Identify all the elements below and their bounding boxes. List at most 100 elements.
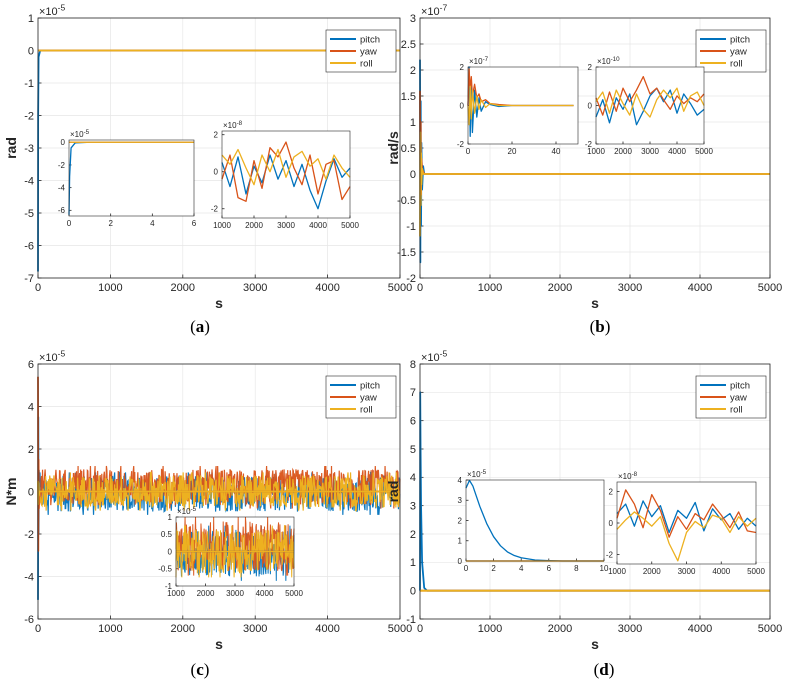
panel-b-ylabel: rad/s	[385, 131, 401, 165]
panel-a-ytick-label-2: -5	[24, 208, 34, 220]
inset-b2-xtick-label-3: 4000	[668, 147, 686, 156]
caption-close: )	[609, 660, 615, 679]
inset-b2-ytick-label-1: 0	[588, 101, 593, 110]
panel-b-legend-label-roll: roll	[730, 59, 743, 70]
inset-d2-ytick-label-0: -2	[606, 550, 614, 559]
inset-a1-ytick-label-1: -4	[58, 183, 66, 192]
inset-a2: 1000 2000 3000 4000 5000 -2 0 2 ×10-8	[211, 120, 360, 230]
inset-a2-xtick-label-0: 1000	[213, 221, 231, 230]
inset-c1-xtick-label-3: 4000	[256, 589, 274, 598]
panel-a-axes-frame	[37, 17, 401, 279]
panel-b-ytick-label-7: 1.5	[401, 91, 416, 103]
panel-a-legend-label-roll: roll	[360, 59, 373, 70]
panel-b-ytick-label-5: 0.5	[401, 143, 416, 155]
panel-d-xtick-label-0: 0	[417, 623, 423, 635]
panel-a-ytick-label-1: -6	[24, 240, 34, 252]
panel-c-axes-frame	[37, 363, 401, 620]
inset-a1: 0 2 4 6 -6 -4 -2 0 ×10-5	[58, 129, 197, 228]
panel-c: 0 1000 2000 3000 4000 5000-6-4-20246×10-5sN*m…	[3, 349, 412, 679]
inset-c1-ytick-label-3: 0.5	[161, 530, 173, 539]
inset-a2-ytick-label-2: 2	[214, 131, 219, 140]
inset-a2-exponent: ×10-8	[223, 120, 243, 130]
inset-b1-exponent: ×10-7	[469, 56, 489, 66]
inset-b2-exponent-power: -10	[611, 56, 621, 63]
panel-d-xlabel: s	[591, 636, 599, 652]
panel-d-exponent-base: ×10	[421, 352, 440, 364]
panel-d-ytick-label-8: 7	[410, 387, 416, 399]
panel-d-ytick-label-3: 2	[410, 529, 416, 541]
inset-d2-exponent: ×10-8	[618, 471, 638, 481]
panel-d-ytick-label-1: 0	[410, 586, 416, 598]
panel-c-xtick-label-0: 0	[35, 623, 41, 635]
panel-d-ytick-label-7: 6	[410, 416, 416, 428]
panel-c-ytick-label-2: -2	[24, 529, 34, 541]
panel-d-axes-frame	[419, 363, 771, 620]
panel-a-xtick-label-5: 5000	[388, 282, 412, 294]
inset-a1-exponent-base: ×10	[70, 130, 84, 139]
panel-d-ytick-label-4: 3	[410, 501, 416, 513]
inset-d2-xtick-label-2: 3000	[678, 567, 696, 576]
panel-d-ytick-label-5: 4	[410, 472, 416, 484]
panel-b-xtick-label-2: 2000	[548, 282, 572, 294]
inset-d1-xtick-label-4: 8	[574, 564, 579, 573]
panel-b-ytick-label-3: -0.5	[397, 195, 416, 207]
panel-d-ytick-label-9: 8	[410, 359, 416, 371]
inset-c1-ytick-label-0: -1	[165, 582, 173, 591]
inset-b2-exponent: ×10-10	[597, 56, 620, 66]
panel-b-ytick-label-4: 0	[410, 169, 416, 181]
inset-d2-exponent-power: -8	[632, 471, 638, 478]
inset-d1-ytick-label-3: 3	[458, 496, 463, 505]
panel-c-noise-roll	[38, 471, 401, 512]
panel-c-exponent: ×10-5	[39, 349, 66, 364]
inset-d2-exponent-base: ×10	[618, 472, 632, 481]
inset-c1: 1000 2000 3000 4000 5000 -1 -0.5 0 0.5 1 ×10-5	[158, 506, 303, 598]
panel-b-caption: (b)	[590, 317, 611, 336]
panel-b-legend-label-yaw: yaw	[730, 47, 747, 58]
inset-b1: 0 20 40-202×10-7	[457, 56, 579, 156]
panel-d-xtick-label-2: 2000	[548, 623, 572, 635]
panel-a-ytick-label-4: -3	[24, 143, 34, 155]
caption-close: )	[204, 660, 210, 679]
panel-a-xtick-label-0: 0	[35, 282, 41, 294]
inset-c1-ytick-label-1: -0.5	[158, 565, 172, 574]
inset-d1-xtick-label-3: 6	[547, 564, 552, 573]
inset-d1-xtick-label-5: 10	[600, 564, 609, 573]
inset-d1-ytick-label-2: 2	[458, 516, 463, 525]
caption-letter: a	[196, 317, 205, 336]
inset-d2-xtick-label-4: 5000	[747, 567, 765, 576]
inset-b1-exponent-power: -7	[483, 56, 489, 63]
inset-d1-xtick-label-0: 0	[464, 564, 469, 573]
inset-a1-plot-area	[69, 140, 194, 216]
panel-a-ylabel: rad	[3, 137, 19, 159]
panel-d-ytick-label-6: 5	[410, 444, 416, 456]
inset-a2-exponent-power: -8	[237, 120, 243, 127]
panel-b-ytick-label-6: 1	[410, 117, 416, 129]
inset-c1-ytick-label-4: 1	[168, 513, 173, 522]
panel-c-xtick-label-3: 3000	[243, 623, 267, 635]
panel-d-xtick-label-1: 1000	[478, 623, 502, 635]
panel-b-ytick-label-2: -1	[406, 221, 416, 233]
panel-d-ytick-label-0: -1	[406, 614, 416, 626]
inset-d1-xtick-label-2: 4	[519, 564, 524, 573]
panel-a-xtick-label-3: 3000	[243, 282, 267, 294]
inset-a2-axes-frame	[221, 130, 351, 219]
inset-b2-xtick-label-0: 1000	[587, 147, 605, 156]
inset-a1-ytick-label-3: 0	[61, 138, 66, 147]
inset-d1-ytick-label-4: 4	[458, 476, 463, 485]
panel-c-legend-label-yaw: yaw	[360, 393, 377, 404]
panel-b-xtick-label-0: 0	[417, 282, 423, 294]
panel-a-caption: (a)	[190, 317, 210, 336]
inset-b1-ytick-label-1: 0	[460, 101, 465, 110]
panel-c-ytick-label-4: 2	[28, 444, 34, 456]
panel-d: 0 1000 2000 3000 4000 5000-1012345678×10-5sra…	[385, 349, 782, 679]
caption-close: )	[605, 317, 611, 336]
inset-a1-xtick-label-0: 0	[67, 219, 72, 228]
inset-c1-noise-roll	[175, 525, 295, 578]
inset-a2-xtick-label-3: 4000	[309, 221, 327, 230]
inset-d2-xtick-label-1: 2000	[643, 567, 661, 576]
caption-open: (	[190, 317, 196, 336]
panel-a-ytick-label-3: -4	[24, 175, 34, 187]
inset-b2: 1000 2000 3000 4000 5000 -2 0 2 ×10-10	[585, 56, 714, 156]
